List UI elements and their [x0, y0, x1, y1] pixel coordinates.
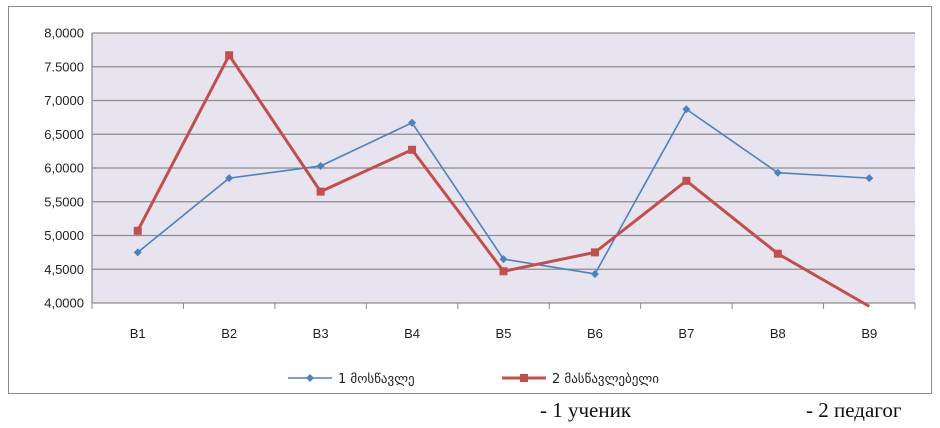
series-1-point: [408, 118, 417, 127]
y-tick-label: 5,0000: [44, 228, 84, 243]
y-tick-label: 5,5000: [44, 194, 84, 209]
x-tick-label: B8: [770, 326, 786, 341]
legend-label-2: 2 მასწავლებელი: [552, 372, 659, 387]
y-tick-label: 4,5000: [44, 262, 84, 277]
y-tick-label: 7,0000: [44, 93, 84, 108]
x-tick-label: B4: [404, 326, 420, 341]
legend-marker-2: [520, 374, 528, 382]
series-2-point: [682, 176, 691, 185]
legend-marker-1: [306, 374, 314, 382]
series-2-point: [133, 226, 142, 235]
x-tick-label: B5: [496, 326, 512, 341]
series-2-point: [225, 51, 234, 60]
caption-teacher: - 2 педагог: [806, 398, 902, 422]
y-tick-label: 8,0000: [44, 26, 84, 41]
series-1-point: [225, 174, 234, 183]
series-2-point: [773, 249, 782, 258]
y-tick-label: 6,0000: [44, 161, 84, 176]
x-tick-label: B1: [130, 326, 146, 341]
series-2-point: [408, 145, 417, 154]
x-tick-label: B3: [313, 326, 329, 341]
x-tick-label: B7: [678, 326, 694, 341]
y-tick-label: 7.5000: [44, 59, 84, 74]
y-tick-label: 4,0000: [44, 296, 84, 311]
series-1-point: [316, 161, 325, 170]
x-tick-label: B6: [587, 326, 603, 341]
series-1-point: [682, 105, 691, 114]
x-tick-label: B9: [861, 326, 877, 341]
series-1-point: [499, 255, 508, 264]
series-1-point: [773, 168, 782, 177]
x-tick-label: B2: [221, 326, 237, 341]
legend-label-1: 1 მოსწავლე: [338, 372, 415, 387]
series-2-point: [316, 187, 325, 196]
series-1-point: [865, 174, 874, 183]
series-2-point: [499, 267, 508, 276]
caption-student: - 1 ученик: [540, 398, 632, 422]
series-1-point: [590, 269, 599, 278]
y-tick-label: 6,5000: [44, 127, 84, 142]
series-2-point: [590, 248, 599, 257]
series-1-point: [133, 248, 142, 257]
